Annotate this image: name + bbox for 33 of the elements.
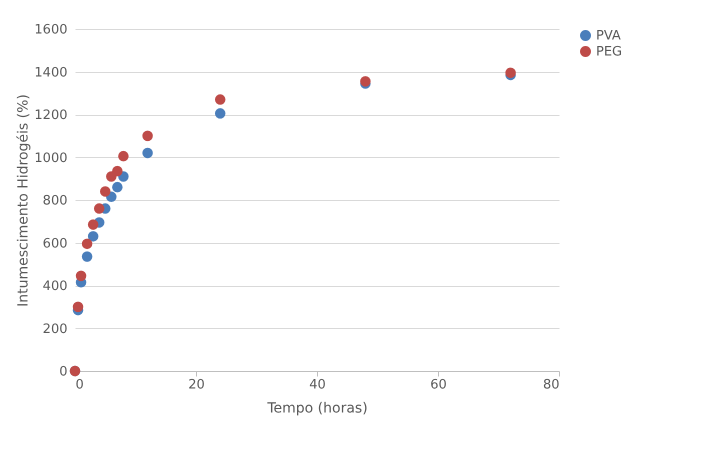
- point: [142, 130, 153, 142]
- point: [112, 166, 123, 176]
- x-tick-label: 80: [542, 378, 560, 392]
- y-tick-label: 600: [42, 236, 68, 252]
- x-tick-label: 60: [430, 378, 447, 392]
- y-tick-label: 200: [42, 322, 68, 337]
- point: [88, 231, 98, 242]
- y-axis-title: Intumescimento Hidrogéis (%): [15, 94, 32, 307]
- legend-label: PVA: [596, 28, 621, 44]
- y-tick-label: 1400: [34, 65, 68, 80]
- point: [94, 203, 104, 214]
- y-tick-label: 800: [42, 194, 68, 208]
- point: [72, 302, 84, 312]
- point: [100, 186, 110, 197]
- point: [88, 219, 98, 230]
- y-tick-label: 1200: [34, 108, 68, 123]
- point: [82, 238, 92, 250]
- point: [214, 94, 226, 105]
- y-tick-label: 1600: [34, 22, 68, 38]
- x-tick-label: 0: [76, 378, 84, 392]
- legend-label: PEG: [596, 44, 622, 60]
- x-axis-title: Tempo (horas): [266, 400, 368, 416]
- x-tick-label: 40: [309, 378, 326, 392]
- y-tick-label: 400: [42, 279, 68, 294]
- point: [82, 251, 92, 262]
- point: [214, 108, 226, 119]
- point: [142, 148, 153, 158]
- y-tick-label: 0: [59, 364, 68, 380]
- point: [76, 270, 86, 282]
- point: [118, 150, 129, 162]
- x-tick-label: 20: [188, 378, 205, 392]
- y-tick-label: 1000: [34, 150, 68, 166]
- point: [112, 182, 123, 192]
